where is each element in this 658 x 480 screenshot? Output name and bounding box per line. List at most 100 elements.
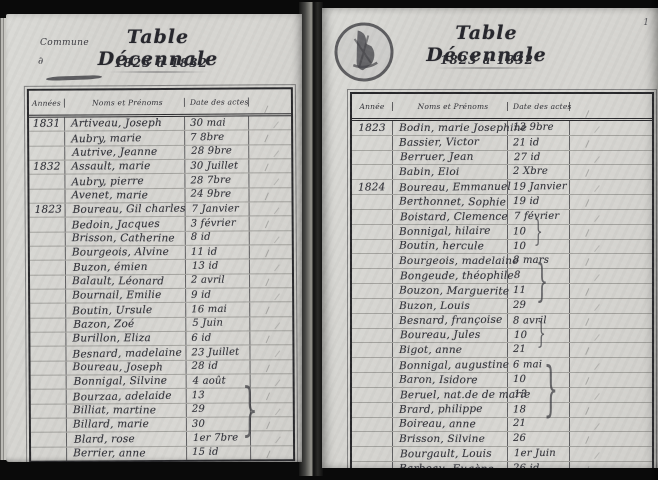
row-date: 4 août — [192, 375, 226, 387]
row-date: 27 id — [513, 151, 541, 163]
table-row: Buzon, émien 13 id — [29, 259, 292, 276]
row-name: Babin, Eloi — [399, 166, 460, 179]
row-blank-cell — [251, 431, 293, 445]
row-date: 28 7bre — [190, 174, 232, 187]
table-row: Besnard, madelaine 23 Juillet — [30, 345, 293, 362]
row-blank-cell — [249, 131, 291, 145]
row-name: Berthonnet, Sophie — [398, 195, 507, 209]
table-header-row: Année Noms et Prénoms Date des actes — [352, 94, 652, 121]
row-name: Boistard, Clemence — [399, 210, 508, 223]
row-blank-cell — [570, 462, 652, 468]
decennial-table-right: Année Noms et Prénoms Date des actes 182… — [347, 89, 657, 468]
row-name: Bourzaa, adelaide — [72, 389, 172, 404]
row-blank-cell — [249, 159, 291, 173]
row-date: 1er Juin — [513, 448, 556, 460]
row-date: 10 — [513, 329, 528, 341]
row-blank-cell — [570, 373, 652, 387]
row-name: Baron, Isidore — [398, 373, 478, 387]
row-name: Bazon, Zoé — [73, 317, 135, 331]
table-row: Berrier, anne 15 id — [31, 446, 293, 461]
table-row: Bonnigal, hilaire 10 — [352, 224, 652, 240]
table-row: Autrive, Jeanne 28 9bre — [29, 144, 292, 161]
row-date: 21 — [512, 418, 527, 430]
row-name: Bourgeois, madelaine — [399, 255, 519, 268]
row-date: 7 Janvier — [191, 203, 239, 215]
table-row: Beruel, nat.de de marie 13 — [352, 387, 652, 403]
table-body-right: 1823 Bodin, marie Josephine 13 9bre Bass… — [352, 121, 652, 468]
row-name: Assault, marie — [71, 160, 151, 173]
table-row: 1824 Boureau, Emmanuel 19 Janvier — [352, 180, 652, 196]
row-name: Buzon, émien — [72, 260, 148, 274]
row-date: 30 Juillet — [190, 160, 239, 172]
row-blank-cell — [570, 180, 652, 194]
row-blank-cell — [570, 284, 652, 298]
row-date: 7 février — [513, 210, 560, 222]
row-blank-cell — [251, 374, 293, 388]
row-date: 5 Juin — [192, 317, 224, 330]
table-header-row: Années Noms et Prénoms Date des actes — [28, 89, 292, 118]
row-name: Boureau, Emmanuel — [398, 180, 512, 195]
row-blank-cell — [570, 432, 652, 446]
row-name: Bonnigal, Silvine — [73, 375, 168, 389]
row-name: Beruel, nat.de de marie — [399, 388, 531, 401]
row-name: Burillon, Eliza — [72, 332, 151, 345]
row-name: Billiat, martine — [72, 404, 157, 417]
row-blank-cell — [250, 288, 292, 302]
row-blank-cell — [570, 358, 652, 372]
row-blank-cell — [570, 343, 652, 357]
row-date: 19 id — [512, 195, 540, 208]
row-blank-cell — [570, 299, 652, 313]
row-name: Balault, Léonard — [72, 275, 165, 288]
row-date: 21 id — [512, 136, 540, 149]
table-row: Bournail, Emilie 9 id — [30, 288, 293, 305]
row-date: 11 id — [190, 246, 218, 258]
row-date: 28 9bre — [191, 145, 233, 158]
table-row: 1831 Artiveau, Joseph 30 mai — [29, 116, 292, 133]
row-blank-cell — [570, 136, 652, 150]
row-year: 1832 — [33, 161, 61, 174]
row-name: Artiveau, Joseph — [71, 117, 162, 130]
table-row: Buzon, Louis 29 — [352, 298, 652, 314]
table-row: Avenet, marie 24 9bre — [29, 187, 292, 204]
table-body-left: 1831 Artiveau, Joseph 30 mai Aubry, mari… — [29, 116, 294, 461]
table-row: Baron, Isidore 10 — [352, 373, 652, 388]
row-name: Brard, philippe — [398, 403, 483, 417]
row-name: Besnard, madelaine — [72, 346, 183, 361]
decennial-table-left: Années Noms et Prénoms Date des actes 18… — [26, 87, 296, 462]
column-header-date: Date des actes — [508, 101, 571, 111]
row-name: Boutin, Ursule — [72, 303, 153, 318]
table-row: Balault, Léonard 2 avril — [30, 273, 293, 290]
column-header-year: Années — [28, 98, 65, 108]
table-row: Bonnigal, augustine 6 mai — [352, 358, 652, 374]
row-blank-cell — [570, 165, 652, 179]
row-blank-cell — [250, 302, 292, 316]
table-row: Brisson, Silvine 26 — [352, 432, 652, 448]
table-row: Babin, Eloi 2 Xbre — [352, 165, 652, 181]
row-name: Bournail, Emilie — [72, 289, 162, 302]
row-date: 26 id — [513, 463, 540, 468]
row-date: 8 — [513, 270, 521, 282]
row-blank-cell — [570, 447, 652, 461]
row-date: 13 — [513, 388, 528, 400]
row-date: 26 — [513, 433, 527, 445]
row-date: 13 9bre — [513, 121, 554, 133]
row-blank-cell — [570, 210, 652, 224]
row-date: 8 avril — [512, 314, 547, 327]
row-date: 9 id — [191, 289, 212, 301]
row-blank-cell — [250, 317, 292, 331]
commune-margin-note: Commune — [40, 38, 90, 48]
row-date: 16 mai — [191, 303, 228, 316]
row-name: Buzon, Louis — [399, 299, 470, 312]
row-date: 10 — [512, 373, 527, 386]
row-blank-cell — [570, 225, 652, 239]
row-year: 1831 — [32, 118, 61, 131]
row-name: Bouzon, Marguerite — [398, 284, 510, 298]
row-date: 6 mai — [512, 359, 543, 371]
table-row: Boutin, Ursule 16 mai — [30, 302, 293, 319]
row-date: 15 id — [192, 446, 219, 458]
register-page-right: 1 Table Décennale 1823 à 1832 Année Noms… — [322, 8, 658, 468]
table-row: Bigot, anne 21 — [352, 343, 652, 359]
table-row: Burillon, Eliza 6 id — [30, 331, 293, 348]
row-blank-cell — [570, 195, 652, 209]
row-name: Boureau, Jules — [399, 329, 481, 342]
